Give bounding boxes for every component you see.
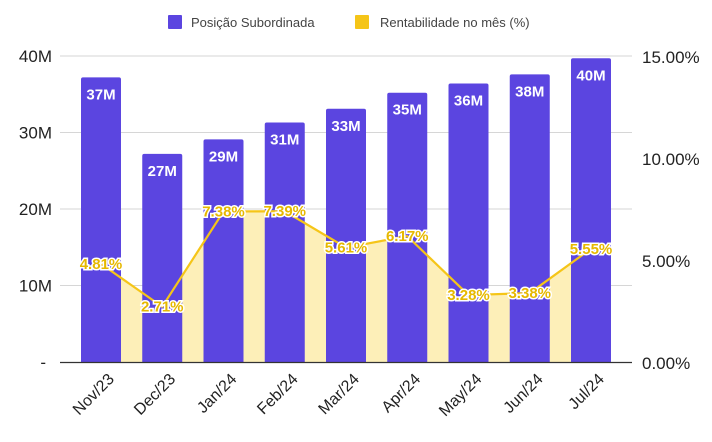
left-axis-tick-label: 40M: [19, 47, 52, 66]
bar-data-label: 33M: [331, 118, 360, 135]
legend-item-posicao[interactable]: Posição Subordinada: [168, 15, 315, 30]
bar-Mar/24: [326, 108, 366, 362]
x-axis-tick-label: Jun/24: [501, 371, 547, 417]
line-rentabilidade: [100, 210, 592, 308]
left-axis-tick-label: 10M: [19, 277, 52, 296]
x-axis-tick-label: Apr/24: [379, 371, 424, 416]
bar-data-label: 29M: [209, 148, 238, 165]
x-axis-tick-label: Feb/24: [254, 371, 301, 418]
right-axis-tick-label: 0.00%: [642, 354, 690, 373]
line-data-label: 7.38%: [202, 203, 245, 220]
bar-Jul/24: [571, 58, 611, 363]
line-data-label: 7.39%: [263, 203, 306, 220]
legend-swatch-posicao: [168, 15, 182, 29]
right-axis-tick-label: 5.00%: [642, 252, 690, 271]
line-labels: 4.81% 2.71% 7.38% 7.39% 5.61% 6.17% 3.28% 3.38%…: [78, 202, 614, 317]
bar-Jun/24: [509, 74, 550, 363]
right-axis-tick-label: 15.00%: [642, 48, 700, 67]
bars: [81, 58, 611, 363]
bar-labels: 37M 27M 29M 31M 33M 35M 36M 38M 40M: [86, 67, 605, 180]
bar-Apr/24: [387, 92, 428, 362]
legend-label-rentabilidade: Rentabilidade no mês (%): [380, 15, 530, 30]
bar-Jan/24: [203, 139, 244, 362]
line-data-label: 5.55%: [570, 241, 613, 258]
line-series: [100, 210, 592, 308]
line-data-label: 6.17%: [386, 228, 429, 245]
x-axis-tick-label: Nov/23: [70, 371, 118, 419]
left-axis-tick-label: -: [40, 353, 46, 372]
left-axis-tick-label: 30M: [19, 124, 52, 143]
bar-Feb/24: [264, 122, 305, 363]
x-axis-tick-label: Dec/23: [131, 371, 179, 419]
bar-data-label: 36M: [454, 93, 483, 110]
bar-Nov/23: [81, 77, 121, 363]
x-axis-tick-label: Jul/24: [566, 371, 608, 413]
line-data-label: 3.28%: [447, 287, 490, 304]
legend: Posição Subordinada Rentabilidade no mês…: [168, 15, 530, 30]
bar-data-label: 35M: [393, 102, 422, 119]
x-axis-tick-label: Jan/24: [194, 371, 240, 417]
left-axis-tick-label: 20M: [19, 200, 52, 219]
bar-data-label: 27M: [148, 163, 177, 180]
legend-label-posicao: Posição Subordinada: [191, 15, 315, 30]
bar-data-label: 40M: [576, 67, 605, 84]
bar-Dec/23: [142, 153, 183, 362]
bar-data-label: 31M: [270, 132, 299, 149]
line-data-label: 5.61%: [325, 240, 368, 257]
x-axis-tick-label: May/24: [436, 371, 485, 420]
x-axis-tick-label: Mar/24: [316, 371, 363, 418]
bar-data-label: 38M: [515, 83, 544, 100]
bar-data-label: 37M: [86, 86, 115, 103]
legend-swatch-rentabilidade: [355, 15, 369, 29]
legend-item-rentabilidade[interactable]: Rentabilidade no mês (%): [355, 15, 530, 30]
line-data-label: 3.38%: [508, 285, 551, 302]
line-data-label: 2.71%: [141, 299, 184, 316]
bar-May/24: [448, 83, 489, 362]
right-axis-tick-label: 10.00%: [642, 150, 700, 169]
line-data-label: 4.81%: [80, 256, 123, 273]
